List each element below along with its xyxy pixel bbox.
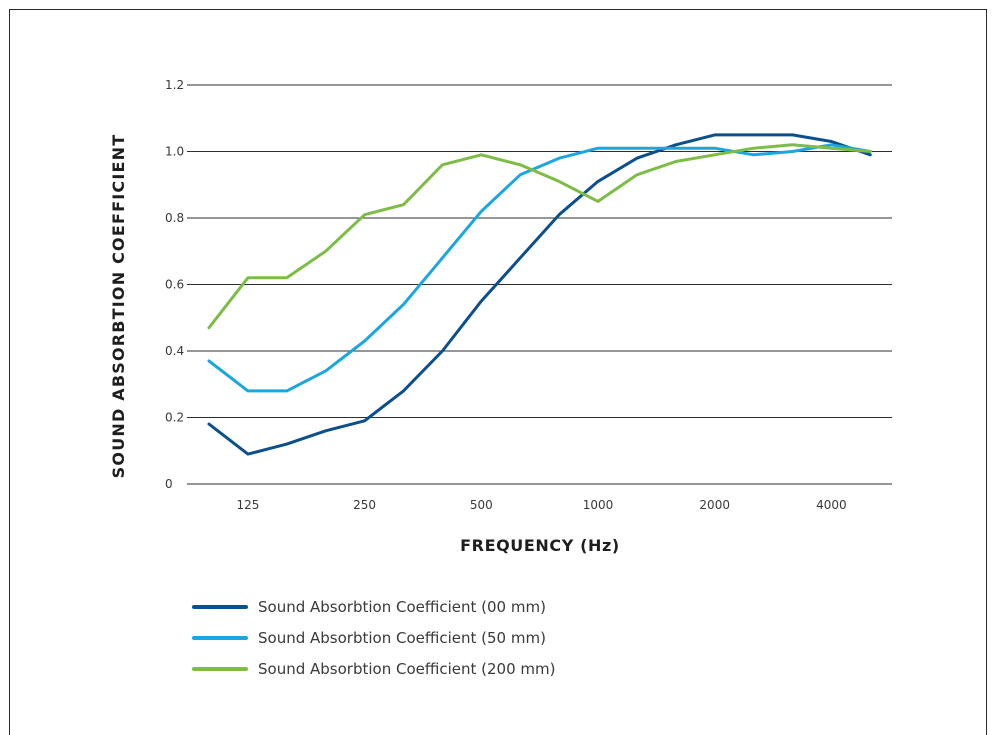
x-tick-label: 500 bbox=[470, 498, 493, 512]
y-tick-label: 0 bbox=[165, 477, 173, 491]
y-tick-labels: 0 0.2 0.4 0.6 0.8 1.0 1.2 bbox=[165, 78, 184, 491]
y-axis-title: SOUND ABSORBTION COEFFICIENT bbox=[109, 134, 128, 479]
y-tick-label: 0.2 bbox=[165, 411, 184, 425]
series-line bbox=[207, 143, 872, 393]
x-tick-label: 250 bbox=[353, 498, 376, 512]
x-tick-label: 4000 bbox=[816, 498, 847, 512]
x-axis-title: FREQUENCY (Hz) bbox=[460, 536, 620, 555]
x-tick-labels: 125 250 500 1000 2000 4000 bbox=[236, 498, 846, 512]
x-tick-label: 2000 bbox=[699, 498, 730, 512]
y-tick-label: 1.2 bbox=[165, 78, 184, 92]
y-tick-label: 1.0 bbox=[165, 145, 184, 159]
series-line bbox=[207, 143, 872, 330]
legend: Sound Absorbtion Coefficient (00 mm) Soun… bbox=[192, 598, 555, 678]
y-tick-label: 0.8 bbox=[165, 211, 184, 225]
y-tick-label: 0.4 bbox=[165, 344, 184, 358]
x-tick-label: 125 bbox=[236, 498, 259, 512]
legend-label: Sound Absorbtion Coefficient (00 mm) bbox=[258, 598, 546, 616]
y-tick-label: 0.6 bbox=[165, 278, 184, 292]
chart-frame bbox=[9, 9, 987, 735]
series-lines bbox=[207, 133, 872, 456]
grid-lines bbox=[187, 84, 892, 485]
legend-label: Sound Absorbtion Coefficient (200 mm) bbox=[258, 660, 555, 678]
legend-label: Sound Absorbtion Coefficient (50 mm) bbox=[258, 629, 546, 647]
series-line bbox=[207, 133, 872, 456]
x-tick-label: 1000 bbox=[583, 498, 614, 512]
